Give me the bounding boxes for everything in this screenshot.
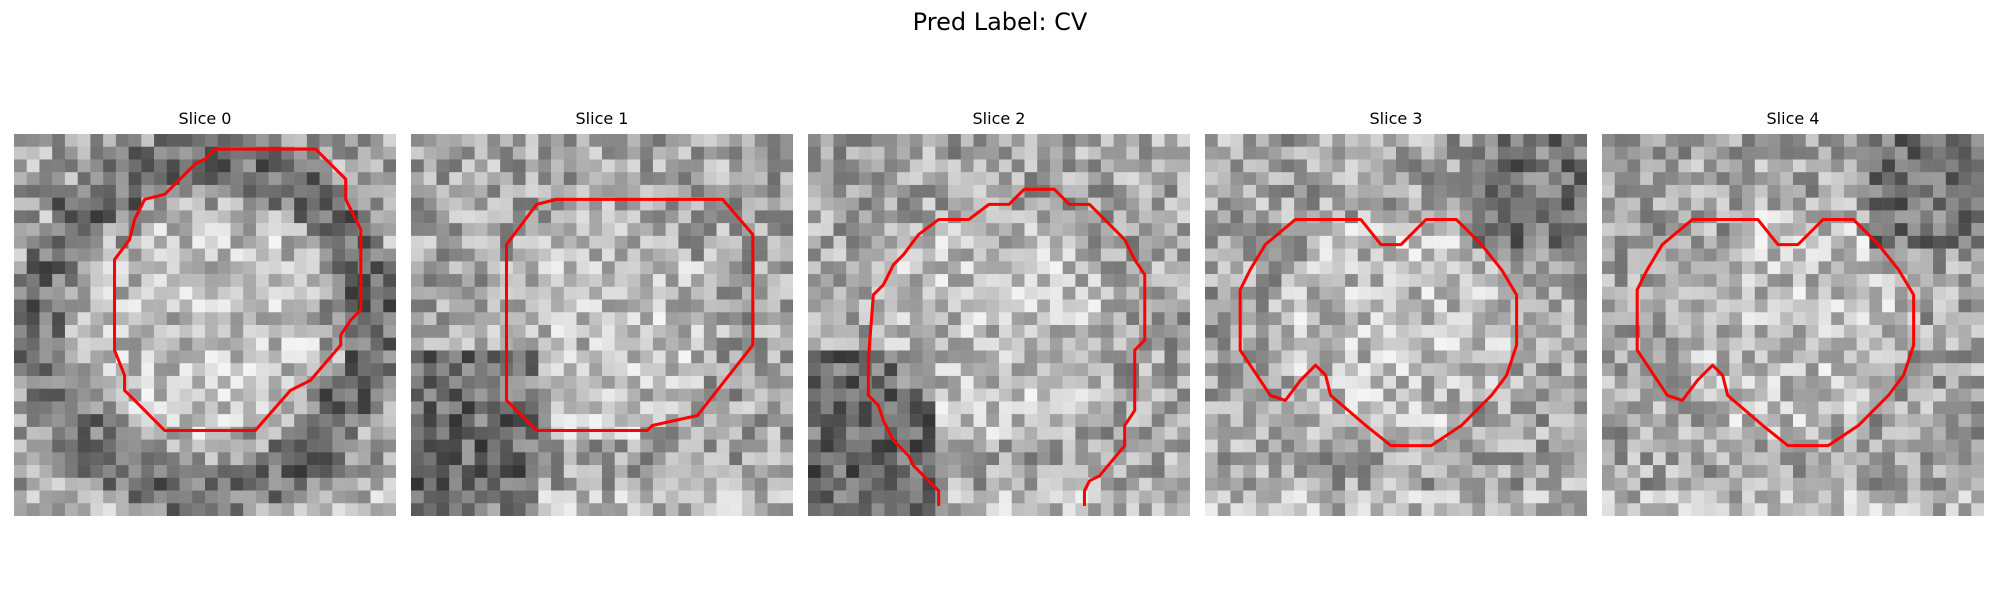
slice-image-1 xyxy=(411,134,793,516)
segmentation-contour xyxy=(1238,217,1519,448)
slice-title-3: Slice 3 xyxy=(1369,109,1423,128)
slice-title-0: Slice 0 xyxy=(178,109,232,128)
slice-panel-4: Slice 4 xyxy=(1602,108,1984,516)
slice-image-4 xyxy=(1602,134,1984,516)
slice-panel-0: Slice 0 xyxy=(14,108,396,516)
segmentation-contour xyxy=(866,187,1147,506)
slice-title-4: Slice 4 xyxy=(1766,109,1820,128)
segmentation-contour xyxy=(113,147,363,433)
figure-title: Pred Label: CV xyxy=(912,8,1088,36)
slice-panel-1: Slice 1 xyxy=(411,108,793,516)
slice-image-0 xyxy=(14,134,396,516)
slice-title-2: Slice 2 xyxy=(972,109,1026,128)
segmentation-contour xyxy=(1635,217,1916,448)
slice-image-2 xyxy=(808,134,1190,516)
slice-title-1: Slice 1 xyxy=(575,109,629,128)
slice-panel-3: Slice 3 xyxy=(1205,108,1587,516)
segmentation-contour xyxy=(504,197,755,433)
slice-panel-2: Slice 2 xyxy=(808,108,1190,516)
slice-image-3 xyxy=(1205,134,1587,516)
